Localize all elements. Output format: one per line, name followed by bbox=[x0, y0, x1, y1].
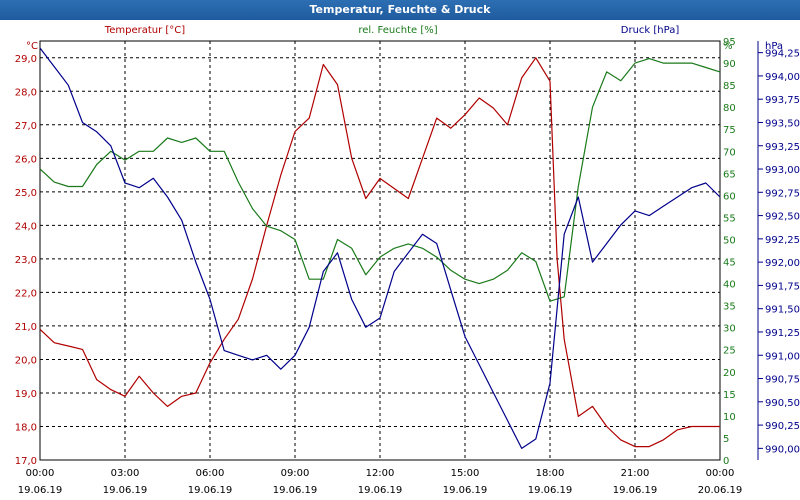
pressure-tick-label: 990,25 bbox=[765, 421, 800, 432]
humidity-tick-label: 75 bbox=[723, 125, 736, 136]
x-tick-time-label: 15:00 bbox=[451, 468, 480, 479]
humidity-tick-label: 20 bbox=[723, 368, 736, 379]
x-tick-date-label: 19.06.19 bbox=[103, 485, 148, 496]
humidity-tick-label: 80 bbox=[723, 103, 736, 114]
pressure-tick-label: 992,75 bbox=[765, 188, 800, 199]
humidity-tick-label: 35 bbox=[723, 302, 736, 313]
temperature-tick-label: 26,0 bbox=[15, 154, 37, 165]
x-tick-date-label: 20.06.19 bbox=[698, 485, 743, 496]
humidity-tick-label: 50 bbox=[723, 235, 736, 246]
x-tick-time-label: 03:00 bbox=[111, 468, 140, 479]
humidity-tick-label: 55 bbox=[723, 213, 736, 224]
humidity-tick-label: 40 bbox=[723, 280, 736, 291]
temperature-tick-label: 24,0 bbox=[15, 221, 37, 232]
x-tick-date-label: 19.06.19 bbox=[273, 485, 318, 496]
temperature-tick-label: 28,0 bbox=[15, 87, 37, 98]
x-tick-time-label: 00:00 bbox=[706, 468, 735, 479]
x-tick-time-label: 12:00 bbox=[366, 468, 395, 479]
humidity-tick-label: 60 bbox=[723, 191, 736, 202]
pressure-tick-label: 990,50 bbox=[765, 398, 800, 409]
x-tick-time-label: 09:00 bbox=[281, 468, 310, 479]
x-tick-time-label: 18:00 bbox=[536, 468, 565, 479]
temperature-series-line bbox=[39, 57, 720, 448]
humidity-tick-label: 5 bbox=[723, 434, 729, 445]
pressure-tick-label: 993,50 bbox=[765, 118, 800, 129]
humidity-tick-label: 65 bbox=[723, 169, 736, 180]
pressure-tick-label: 992,50 bbox=[765, 212, 800, 223]
pressure-tick-label: 991,50 bbox=[765, 305, 800, 316]
humidity-unit-label: % bbox=[723, 41, 733, 52]
pressure-tick-label: 991,25 bbox=[765, 328, 800, 339]
x-tick-date-label: 19.06.19 bbox=[358, 485, 403, 496]
humidity-tick-label: 70 bbox=[723, 147, 736, 158]
temperature-tick-label: 18,0 bbox=[15, 422, 37, 433]
temperature-tick-label: 20,0 bbox=[15, 355, 37, 366]
humidity-axis-title: rel. Feuchte [%] bbox=[358, 25, 437, 36]
humidity-tick-label: 95 bbox=[723, 37, 736, 48]
x-tick-date-label: 19.06.19 bbox=[528, 485, 573, 496]
temperature-unit-label: °C bbox=[26, 41, 38, 52]
pressure-series-line bbox=[39, 47, 721, 449]
x-tick-date-label: 19.06.19 bbox=[18, 485, 63, 496]
temperature-tick-label: 29,0 bbox=[15, 54, 37, 65]
x-tick-time-label: 21:00 bbox=[621, 468, 650, 479]
temperature-axis-title: Temperatur [°C] bbox=[104, 25, 185, 36]
pressure-tick-label: 992,00 bbox=[765, 258, 800, 269]
humidity-tick-label: 25 bbox=[723, 346, 736, 357]
humidity-tick-label: 10 bbox=[723, 412, 736, 423]
temperature-tick-label: 19,0 bbox=[15, 389, 37, 400]
pressure-tick-label: 993,75 bbox=[765, 95, 800, 106]
humidity-tick-label: 15 bbox=[723, 390, 736, 401]
pressure-unit-label: hPa bbox=[765, 41, 783, 52]
pressure-tick-label: 993,00 bbox=[765, 165, 800, 176]
pressure-axis-title: Druck [hPa] bbox=[621, 25, 680, 36]
x-tick-time-label: 00:00 bbox=[26, 468, 55, 479]
pressure-tick-label: 990,75 bbox=[765, 375, 800, 386]
humidity-tick-label: 0 bbox=[723, 456, 729, 467]
pressure-tick-label: 993,25 bbox=[765, 142, 800, 153]
x-tick-time-label: 06:00 bbox=[196, 468, 225, 479]
temperature-tick-label: 21,0 bbox=[15, 322, 37, 333]
temperature-tick-label: 22,0 bbox=[15, 288, 37, 299]
temperature-tick-label: 17,0 bbox=[15, 456, 37, 467]
pressure-tick-label: 992,25 bbox=[765, 235, 800, 246]
x-tick-date-label: 19.06.19 bbox=[613, 485, 658, 496]
humidity-tick-label: 85 bbox=[723, 81, 736, 92]
chart-window-title: Temperatur, Feuchte & Druck bbox=[0, 0, 800, 20]
temperature-tick-label: 23,0 bbox=[15, 255, 37, 266]
humidity-tick-label: 45 bbox=[723, 258, 736, 269]
pressure-tick-label: 990,00 bbox=[765, 444, 800, 455]
temperature-tick-label: 25,0 bbox=[15, 188, 37, 199]
pressure-tick-label: 991,75 bbox=[765, 281, 800, 292]
pressure-tick-label: 991,00 bbox=[765, 351, 800, 362]
x-tick-date-label: 19.06.19 bbox=[188, 485, 233, 496]
pressure-tick-label: 994,00 bbox=[765, 72, 800, 83]
humidity-tick-label: 90 bbox=[723, 59, 736, 70]
humidity-tick-label: 30 bbox=[723, 324, 736, 335]
temperature-tick-label: 27,0 bbox=[15, 121, 37, 132]
pressure-tick-label: 994,25 bbox=[765, 49, 800, 60]
x-tick-date-label: 19.06.19 bbox=[443, 485, 488, 496]
humidity-series-line bbox=[39, 57, 721, 302]
